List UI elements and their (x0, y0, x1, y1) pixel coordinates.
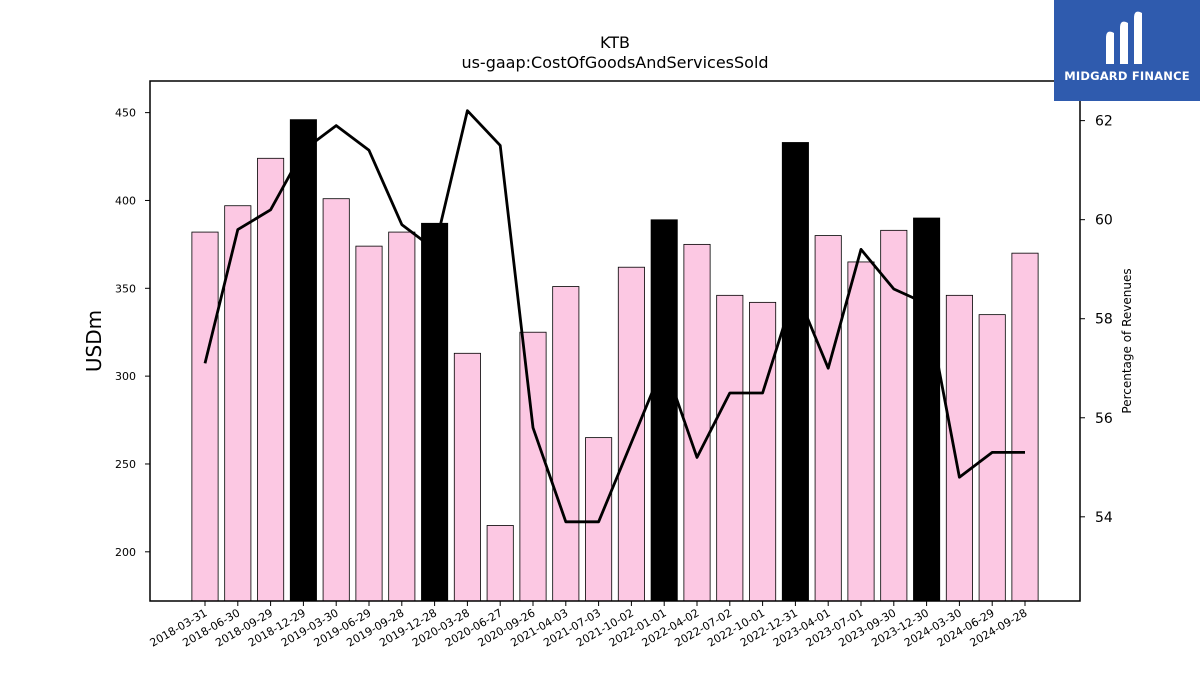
line-group (203, 109, 1025, 524)
y2-tick-label: 58 (1095, 312, 1113, 328)
bar-2021-04-03 (552, 286, 580, 602)
bars-group (191, 119, 1039, 602)
y-tick-label: 450 (115, 107, 136, 120)
y-tick-label: 350 (115, 282, 136, 295)
bar-2023-09-30 (880, 229, 908, 602)
bar-2022-07-02 (716, 294, 744, 602)
y2-tick-label: 56 (1095, 411, 1113, 427)
logo-text: MIDGARD FINANCE (1064, 69, 1190, 83)
bar-2018-12-29 (289, 119, 317, 602)
bar-2022-01-01 (650, 219, 678, 602)
bar-2019-03-30 (322, 198, 350, 602)
bar-2022-04-02 (683, 243, 711, 602)
left-axis: 200 250 300 350 400 450 (115, 107, 150, 559)
chart-subtitle: us-gaap:CostOfGoodsAndServicesSold (461, 53, 768, 72)
bar-2022-12-31 (781, 142, 809, 602)
y-axis-label: USDm (82, 310, 106, 372)
y2-tick-label: 54 (1095, 510, 1113, 526)
bar-2018-09-29 (257, 157, 285, 602)
y-tick-label: 200 (115, 546, 136, 559)
bar-2020-03-28 (453, 352, 481, 602)
y-tick-label: 250 (115, 458, 136, 471)
bar-2024-09-28 (1011, 252, 1039, 602)
bar-2020-06-27 (486, 525, 514, 602)
y2-axis-label: Percentage of Revenues (1120, 268, 1134, 413)
logo-mark-icon (1106, 11, 1142, 65)
percentage-line (203, 109, 1025, 524)
y-tick-label: 400 (115, 194, 136, 207)
y2-tick-label: 60 (1095, 213, 1113, 229)
bar-2019-09-28 (388, 231, 416, 602)
y2-tick-label: 62 (1095, 114, 1113, 130)
bar-2024-03-30 (945, 294, 973, 602)
logo: MIDGARD FINANCE (1054, 0, 1200, 101)
bar-2023-04-01 (814, 235, 842, 602)
bar-2021-10-02 (617, 266, 645, 602)
x-axis: 2018-03-312018-06-302018-09-292018-12-29… (148, 601, 1030, 650)
bar-2023-12-30 (913, 217, 941, 602)
y-tick-label: 300 (115, 370, 136, 383)
bar-2020-09-26 (519, 331, 547, 602)
bar-2019-12-28 (421, 222, 449, 602)
bar-2018-03-31 (191, 231, 219, 602)
bar-2018-06-30 (224, 205, 252, 602)
bar-2019-06-29 (355, 245, 383, 602)
chart-title: KTB (600, 33, 630, 52)
plot-frame (149, 80, 1081, 602)
bar-2022-10-01 (749, 301, 777, 602)
right-axis: 54 56 58 60 62 (1080, 114, 1113, 526)
bar-2023-07-01 (847, 261, 875, 602)
